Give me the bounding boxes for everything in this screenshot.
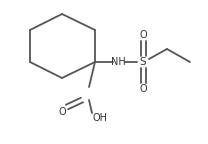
- Text: O: O: [139, 84, 147, 94]
- Text: NH: NH: [111, 57, 125, 67]
- Text: S: S: [140, 57, 146, 67]
- Text: OH: OH: [93, 113, 108, 123]
- Text: O: O: [58, 107, 66, 117]
- Text: O: O: [139, 30, 147, 40]
